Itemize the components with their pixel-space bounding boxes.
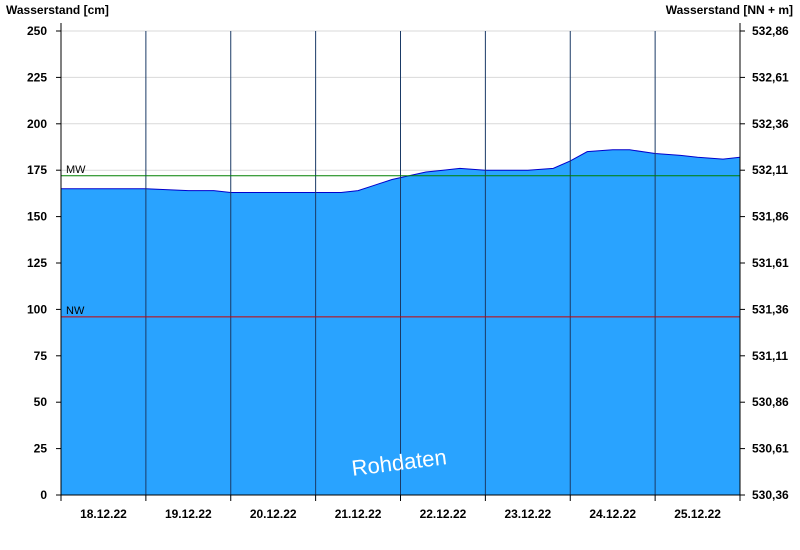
y-tick-label-right: 530,86	[752, 395, 789, 409]
y-ticks-right: 530,36 530,61 530,86 531,11 531,36 531,61 531,…	[740, 24, 789, 502]
y-tick-label-right: 532,61	[752, 70, 789, 84]
reference-label-nw: NW	[66, 305, 85, 317]
reference-label-mw: MW	[66, 164, 86, 176]
y-tick-label-right: 532,11	[752, 163, 788, 177]
y-tick-label-right: 530,36	[752, 488, 789, 502]
y-tick-label-right: 531,61	[752, 256, 789, 270]
x-tick-label: 20.12.22	[250, 507, 297, 521]
x-tick-label: 18.12.22	[80, 507, 127, 521]
x-tick-label: 23.12.22	[504, 507, 551, 521]
x-tick-label: 24.12.22	[589, 507, 636, 521]
x-ticks: 18.12.22 19.12.22 20.12.22 21.12.22 22.12.22…	[60, 495, 741, 521]
x-tick-label: 22.12.22	[420, 507, 467, 521]
y-axis-right-label: Wasserstand [NN + m]	[666, 3, 793, 17]
y-tick-label-left: 125	[27, 256, 47, 270]
y-tick-label-left: 200	[27, 117, 47, 131]
y-axis-left-label: Wasserstand [cm]	[6, 3, 109, 17]
y-tick-label-left: 150	[27, 210, 47, 224]
y-tick-label-right: 530,61	[752, 442, 789, 456]
y-tick-label-right: 531,36	[752, 302, 789, 316]
y-tick-label-left: 100	[27, 302, 47, 316]
y-tick-label-left: 50	[34, 395, 48, 409]
y-tick-label-left: 0	[40, 488, 47, 502]
y-tick-label-left: 25	[34, 442, 48, 456]
water-level-line	[61, 149, 741, 193]
y-tick-label-right: 531,11	[752, 349, 788, 363]
x-tick-label: 19.12.22	[165, 507, 212, 521]
y-tick-label-right: 532,36	[752, 117, 789, 131]
y-tick-label-right: 532,86	[752, 24, 789, 38]
y-tick-label-left: 175	[27, 163, 47, 177]
reference-lines: MW NW	[61, 164, 740, 318]
y-tick-label-left: 75	[34, 349, 48, 363]
y-ticks-left: 0 25 50 75 100 125 150 175 200 225 250	[27, 24, 61, 502]
x-tick-label: 21.12.22	[335, 507, 382, 521]
day-separators	[145, 31, 656, 495]
y-tick-label-right: 531,86	[752, 210, 789, 224]
y-tick-label-left: 225	[27, 70, 47, 84]
y-tick-label-left: 250	[27, 24, 47, 38]
x-tick-label: 25.12.22	[674, 507, 721, 521]
